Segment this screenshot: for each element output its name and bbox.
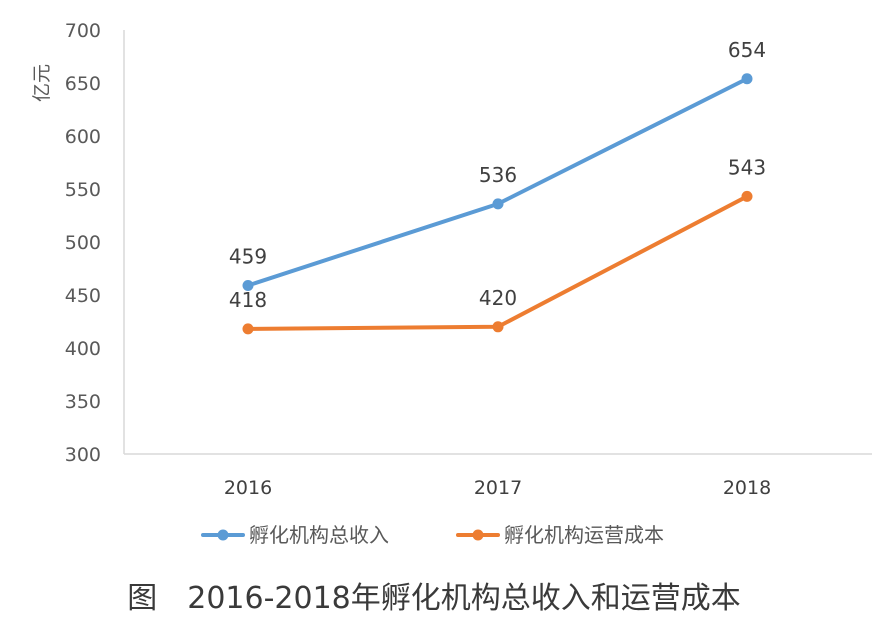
data-label: 654 <box>728 38 766 62</box>
data-point <box>492 198 504 210</box>
data-label: 420 <box>479 286 517 310</box>
y-tick-label: 600 <box>65 126 101 148</box>
y-tick-label: 450 <box>65 285 101 307</box>
y-tick-label: 550 <box>65 179 101 201</box>
series-layer <box>242 73 753 335</box>
data-label: 536 <box>479 163 517 187</box>
figure-caption: 图 2016-2018年孵化机构总收入和运营成本 <box>127 581 741 616</box>
y-tick-label: 650 <box>65 73 101 95</box>
data-point <box>242 323 254 335</box>
data-label: 418 <box>229 288 267 312</box>
y-tick-label: 700 <box>65 20 101 42</box>
y-tick-label: 400 <box>65 338 101 360</box>
y-tick-labels: 300 350 400 450 500 550 600 650 700 <box>65 20 101 466</box>
data-point <box>242 279 254 291</box>
axes <box>123 30 872 455</box>
legend-swatch-marker <box>472 529 484 541</box>
x-tick-label: 2016 <box>224 477 272 499</box>
data-point <box>741 190 753 202</box>
y-tick-label: 300 <box>65 444 101 466</box>
legend: 孵化机构总收入 孵化机构运营成本 <box>201 523 664 547</box>
legend-swatch-marker <box>217 529 229 541</box>
data-point <box>741 73 753 85</box>
legend-label: 孵化机构运营成本 <box>504 523 664 547</box>
x-tick-labels: 2016 2017 2018 <box>224 477 771 499</box>
legend-label: 孵化机构总收入 <box>249 523 389 547</box>
y-tick-label: 350 <box>65 391 101 413</box>
data-label: 459 <box>229 244 267 268</box>
data-labels: 459 536 654 418 420 543 <box>229 38 766 312</box>
y-tick-label: 500 <box>65 232 101 254</box>
y-axis-label: 亿元 <box>31 64 53 102</box>
x-tick-label: 2018 <box>723 477 771 499</box>
data-point <box>492 321 504 333</box>
data-label: 543 <box>728 155 766 179</box>
x-tick-label: 2017 <box>474 477 522 499</box>
